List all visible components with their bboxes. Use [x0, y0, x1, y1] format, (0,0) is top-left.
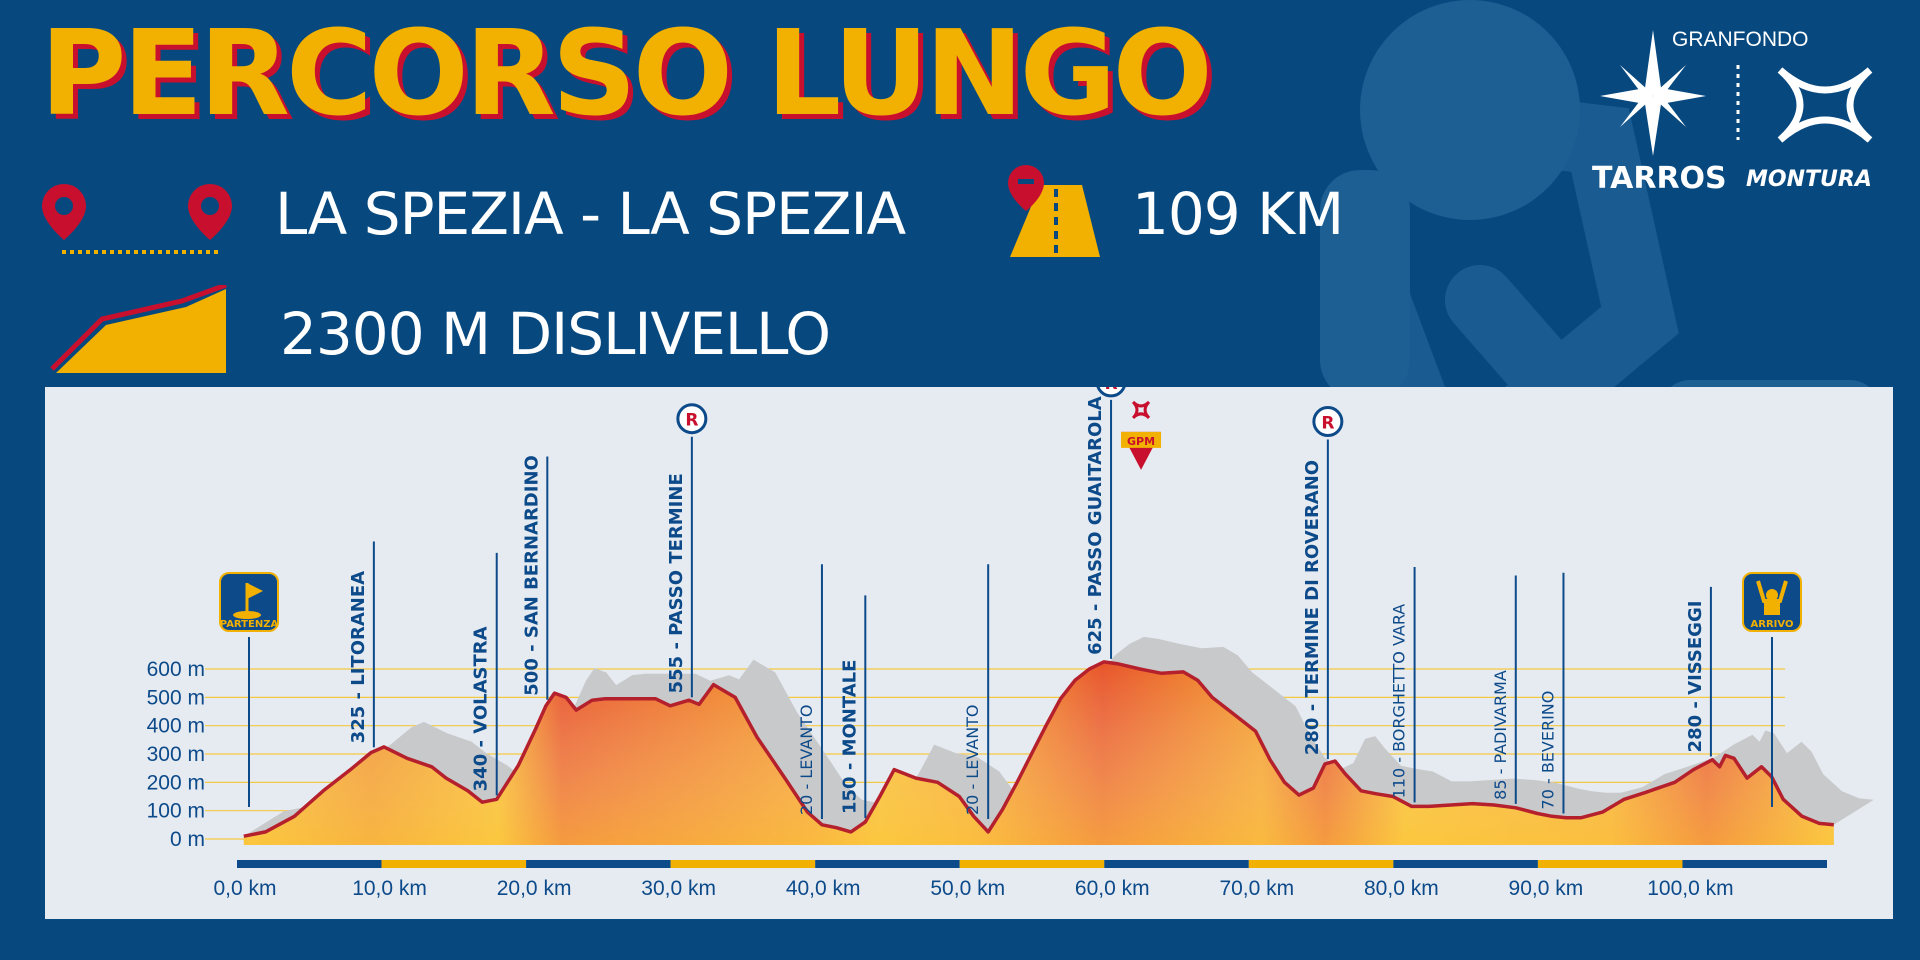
rider-arms-up-icon — [1756, 580, 1788, 615]
waypoint-label: 280 - TERMINE DI ROVERANO — [1302, 460, 1323, 755]
waypoint-label: 20 - LEVANTO — [963, 704, 982, 815]
waypoint-label: 85 - PADIVARMA — [1491, 670, 1510, 800]
refuel-letter: R — [1104, 387, 1117, 394]
x-axis-segment — [526, 860, 671, 868]
waypoint-label: 110 - BORGHETTO VARA — [1390, 604, 1409, 799]
elevation-label: 2300 M DISLIVELLO — [280, 300, 831, 368]
refuel-badge-icon: R — [1312, 406, 1344, 438]
x-axis-segment — [1537, 860, 1683, 868]
x-axis-segment — [1393, 860, 1538, 868]
y-tick-label: 300 m — [147, 743, 205, 766]
x-axis-segment — [237, 860, 382, 868]
x-tick-label: 40,0 km — [786, 877, 861, 900]
refuel-letter: R — [1321, 414, 1334, 434]
waypoint-label: 555 - PASSO TERMINE — [666, 473, 687, 693]
montura-x-icon — [1777, 67, 1873, 143]
start-label: PARTENZA — [220, 619, 279, 630]
montura-logo-text: MONTURA — [1746, 167, 1872, 192]
waypoint-label: 150 - MONTALE — [839, 660, 860, 814]
x-tick-label: 0,0 km — [213, 877, 276, 900]
x-axis-segment — [1682, 860, 1827, 868]
y-tick-label: 500 m — [147, 686, 205, 709]
elevation-profile-panel: 600 m 500 m 400 m 300 m 200 m 100 m 0 m 325 - … — [45, 387, 1893, 919]
profile-glow — [243, 661, 1834, 845]
refuel-badge-icon: R — [676, 403, 708, 435]
elevation-icon — [50, 285, 227, 373]
y-tick-label: 0 m — [170, 828, 205, 851]
waypoint-label: 20 - LEVANTO — [797, 704, 816, 815]
x-tick-label: 70,0 km — [1219, 877, 1294, 900]
x-tick-label: 30,0 km — [641, 877, 716, 900]
brand-logos: GRANFONDO TARROS MONTURA — [1592, 28, 1873, 196]
finish-label: ARRIVO — [1751, 619, 1794, 630]
refuel-letter: R — [685, 411, 698, 431]
x-tick-label: 90,0 km — [1509, 877, 1584, 900]
flag-icon — [233, 583, 263, 619]
compass-star-icon — [1600, 30, 1706, 156]
waypoint-label: 625 - PASSO GUAITAROLA — [1085, 396, 1106, 655]
profile-line — [243, 660, 1834, 838]
route-pin-icon — [42, 184, 232, 254]
x-axis-segment — [670, 860, 816, 868]
x-tick-label: 20,0 km — [497, 877, 572, 900]
x-tick-label: 10,0 km — [352, 877, 427, 900]
x-axis-segment — [381, 860, 527, 868]
x-axis-segment — [1248, 860, 1394, 868]
distance-label: 109 KM — [1132, 180, 1344, 248]
waypoint-label: 325 - LITORANEA — [348, 571, 369, 743]
route-label: LA SPEZIA - LA SPEZIA — [275, 180, 906, 248]
x-tick-label: 80,0 km — [1364, 877, 1439, 900]
x-tick-label: 100,0 km — [1647, 877, 1733, 900]
tarros-logo-text: TARROS — [1592, 161, 1727, 196]
gpm-badge-icon: GPM — [1121, 400, 1162, 470]
y-tick-label: 200 m — [147, 771, 205, 794]
x-axis-segment — [815, 860, 960, 868]
x-tick-label: 60,0 km — [1075, 877, 1150, 900]
granfondo-label: GRANFONDO — [1672, 28, 1809, 51]
x-axis-segment — [1104, 860, 1249, 868]
waypoint-label: 280 - VISSEGGI — [1685, 601, 1706, 753]
y-tick-label: 400 m — [147, 715, 205, 738]
start-badge: PARTENZA — [219, 572, 279, 807]
waypoint-label: 500 - SAN BERNARDINO — [521, 455, 542, 696]
y-tick-label: 100 m — [147, 800, 205, 823]
page-title: PERCORSO LUNGO — [40, 4, 1213, 142]
x-tick-label: 50,0 km — [930, 877, 1005, 900]
waypoint-label: 70 - BEVERINO — [1538, 691, 1557, 810]
x-axis-segment — [959, 860, 1105, 868]
gpm-label: GPM — [1127, 435, 1155, 448]
finish-badge: ARRIVO — [1742, 572, 1802, 807]
road-icon — [1008, 165, 1100, 257]
y-tick-label: 600 m — [147, 658, 205, 681]
elevation-profile-chart: 600 m 500 m 400 m 300 m 200 m 100 m 0 m 325 - … — [147, 387, 1874, 900]
refuel-badge-icon: R — [1096, 387, 1126, 398]
waypoint-label: 340 - VOLASTRA — [471, 626, 492, 791]
